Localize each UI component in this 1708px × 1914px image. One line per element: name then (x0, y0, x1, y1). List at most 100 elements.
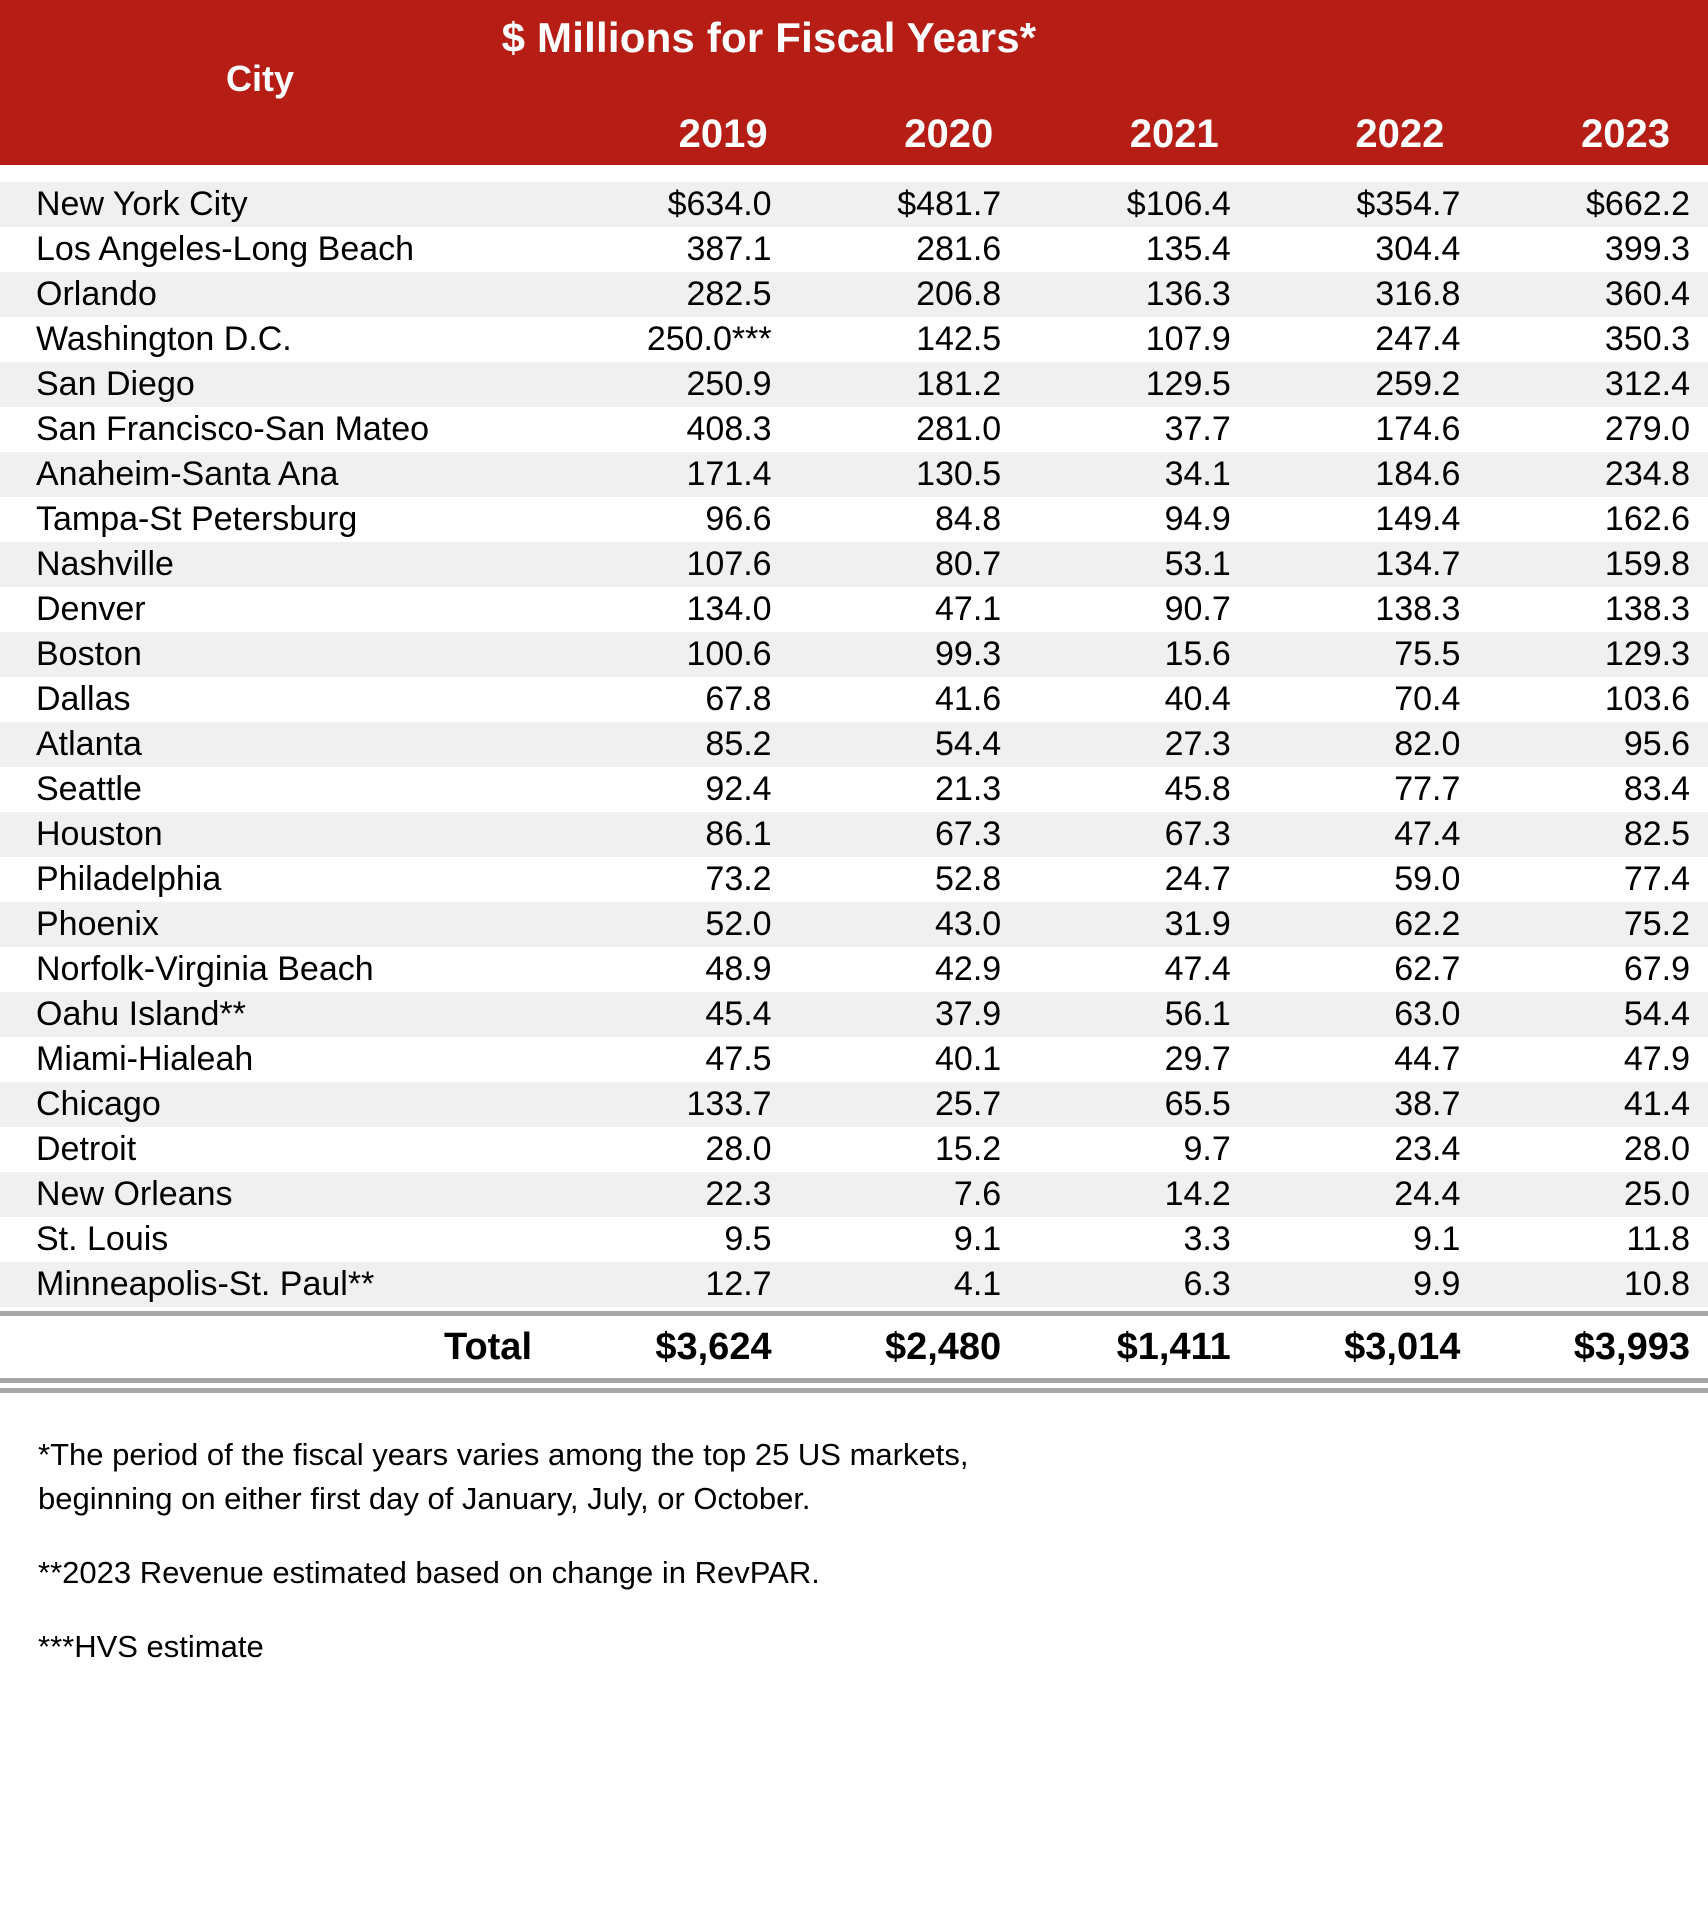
footnote-one-line-2: beginning on either first day of January… (38, 1481, 811, 1517)
cell-value-2023: 75.2 (1623, 905, 1690, 943)
table-row: Nashville 107.6 80.7 53.1 134.7 159.8 (0, 542, 1708, 587)
cell-value-2022: 134.7 (1375, 545, 1461, 583)
cell-value-2022: 184.6 (1375, 455, 1461, 493)
cell-value-2022: 70.4 (1394, 680, 1461, 718)
table-row: Boston 100.6 99.3 15.6 75.5 129.3 (0, 632, 1708, 677)
cell-value-2019: 96.6 (705, 500, 772, 538)
table-body-wrapper: New York City $634.0 $481.7 $106.4 $354.7 $66… (0, 165, 1708, 1393)
cell-value-2020: 42.9 (935, 950, 1002, 988)
total-label: Total (444, 1326, 532, 1368)
cell-value-2019: 45.4 (705, 995, 772, 1033)
cell-city: Detroit (36, 1130, 137, 1168)
cell-value-2023: 25.0 (1623, 1175, 1690, 1213)
cell-value-2023: 159.8 (1604, 545, 1690, 583)
cell-city: Minneapolis-St. Paul** (36, 1265, 375, 1303)
footnotes-section: *The period of the fiscal years varies a… (0, 1393, 1708, 1669)
total-2019: $3,624 (655, 1326, 772, 1368)
cell-value-2022: 149.4 (1375, 500, 1461, 538)
cell-value-2020: 7.6 (953, 1175, 1002, 1213)
cell-value-2020: 99.3 (935, 635, 1002, 673)
cell-value-2021: $106.4 (1126, 185, 1231, 223)
cell-value-2022: 44.7 (1394, 1040, 1461, 1078)
cell-value-2019: 85.2 (705, 725, 772, 763)
cell-value-2021: 3.3 (1183, 1220, 1231, 1258)
cell-value-2023: 234.8 (1604, 455, 1690, 493)
cell-city: Denver (36, 590, 146, 628)
cell-value-2019: 282.5 (686, 275, 772, 313)
cell-value-2021: 67.3 (1164, 815, 1231, 853)
cell-value-2019: 86.1 (705, 815, 772, 853)
cell-value-2022: 23.4 (1394, 1130, 1461, 1168)
total-2020: $2,480 (884, 1326, 1002, 1368)
cell-value-2020: 21.3 (935, 770, 1002, 808)
cell-value-2022: 63.0 (1394, 995, 1461, 1033)
table-row: Houston 86.1 67.3 67.3 47.4 82.5 (0, 812, 1708, 857)
cell-city: Seattle (36, 770, 142, 808)
cell-value-2021: 135.4 (1145, 230, 1231, 268)
cell-value-2021: 107.9 (1145, 320, 1231, 358)
cell-value-2020: 142.5 (916, 320, 1002, 358)
revenue-table: New York City $634.0 $481.7 $106.4 $354.7 $66… (0, 182, 1708, 1307)
cell-value-2019: 250.9 (686, 365, 772, 403)
footnote-one-line-1: *The period of the fiscal years varies a… (38, 1437, 969, 1472)
cell-value-2020: 84.8 (935, 500, 1002, 538)
cell-value-2023: 95.6 (1623, 725, 1690, 763)
cell-value-2021: 27.3 (1164, 725, 1231, 763)
table-row: Phoenix 52.0 43.0 31.9 62.2 75.2 (0, 902, 1708, 947)
cell-value-2020: 54.4 (935, 725, 1002, 763)
footnote-two: **2023 Revenue estimated based on change… (38, 1555, 820, 1591)
table-row: San Francisco-San Mateo 408.3 281.0 37.7 174… (0, 407, 1708, 452)
cell-value-2021: 53.1 (1164, 545, 1231, 583)
table-row: Denver 134.0 47.1 90.7 138.3 138.3 (0, 587, 1708, 632)
cell-value-2021: 24.7 (1164, 860, 1231, 898)
cell-value-2020: 43.0 (935, 905, 1002, 943)
cell-value-2019: 100.6 (686, 635, 772, 673)
cell-value-2022: 24.4 (1394, 1175, 1461, 1213)
cell-city: Boston (36, 635, 142, 673)
cell-value-2019: 133.7 (686, 1085, 772, 1123)
table-row: Oahu Island** 45.4 37.9 56.1 63.0 54.4 (0, 992, 1708, 1037)
footnote-three: ***HVS estimate (38, 1629, 264, 1665)
cell-value-2019: 171.4 (686, 455, 772, 493)
total-separator-bottom-2 (0, 1388, 1708, 1393)
cell-value-2021: 15.6 (1164, 635, 1231, 673)
cell-city: Oahu Island** (36, 995, 246, 1033)
cell-value-2022: 62.7 (1394, 950, 1461, 988)
cell-value-2021: 34.1 (1164, 455, 1231, 493)
cell-value-2021: 47.4 (1164, 950, 1231, 988)
table-row: St. Louis 9.5 9.1 3.3 9.1 11.8 (0, 1217, 1708, 1262)
table-row: Philadelphia 73.2 52.8 24.7 59.0 77.4 (0, 857, 1708, 902)
cell-value-2023: 162.6 (1604, 500, 1690, 538)
cell-value-2022: 77.7 (1394, 770, 1461, 808)
table-row: Orlando 282.5 206.8 136.3 316.8 360.4 (0, 272, 1708, 317)
header-city-label: City (225, 58, 294, 99)
cell-value-2020: 206.8 (916, 275, 1002, 313)
cell-value-2019: 408.3 (686, 410, 772, 448)
cell-city: Philadelphia (36, 860, 222, 898)
cell-value-2020: 181.2 (916, 365, 1002, 403)
cell-value-2022: 47.4 (1394, 815, 1461, 853)
cell-value-2020: 130.5 (916, 455, 1002, 493)
cell-value-2022: 247.4 (1375, 320, 1461, 358)
cell-city: New Orleans (36, 1175, 233, 1213)
cell-city: Nashville (36, 545, 174, 583)
table-row: Atlanta 85.2 54.4 27.3 82.0 95.6 (0, 722, 1708, 767)
cell-value-2022: 174.6 (1375, 410, 1461, 448)
cell-city: Atlanta (36, 725, 142, 763)
cell-value-2021: 45.8 (1164, 770, 1231, 808)
total-table: Total $3,624 $2,480 $1,411 $3,014 $3,993 (0, 1316, 1708, 1378)
cell-value-2019: 134.0 (686, 590, 772, 628)
cell-value-2020: 37.9 (935, 995, 1002, 1033)
cell-city: Norfolk-Virginia Beach (36, 950, 374, 988)
cell-city: Phoenix (36, 905, 159, 943)
cell-value-2020: 4.1 (953, 1265, 1002, 1303)
table-row: Tampa-St Petersburg 96.6 84.8 94.9 149.4 162.… (0, 497, 1708, 542)
table-header-band: $ Millions for Fiscal Years* City 2019 2… (0, 0, 1708, 165)
column-header-2019: 2019 (678, 112, 768, 156)
cell-value-2021: 29.7 (1164, 1040, 1231, 1078)
cell-value-2022: 62.2 (1394, 905, 1461, 943)
cell-value-2019: 92.4 (705, 770, 772, 808)
total-2022: $3,014 (1344, 1326, 1461, 1368)
cell-value-2022: 82.0 (1394, 725, 1461, 763)
